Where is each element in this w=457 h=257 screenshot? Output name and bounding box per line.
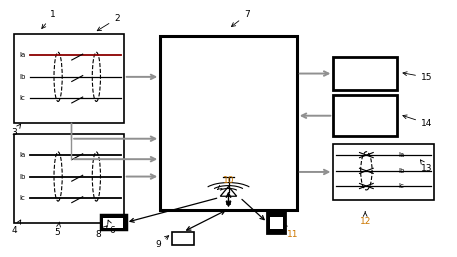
Bar — [14, 34, 124, 123]
Bar — [160, 36, 297, 210]
Text: 10: 10 — [218, 176, 234, 189]
Text: Ic: Ic — [399, 183, 404, 189]
Text: 3: 3 — [11, 124, 21, 137]
Text: Ic: Ic — [20, 95, 26, 101]
Text: Ic: Ic — [20, 195, 26, 201]
Bar — [171, 232, 194, 245]
Text: Ib: Ib — [20, 173, 26, 180]
Bar — [270, 217, 283, 229]
Text: 14: 14 — [403, 115, 432, 128]
Text: 2: 2 — [97, 14, 120, 31]
Bar — [333, 57, 397, 90]
Text: Ia: Ia — [399, 152, 405, 158]
Text: 15: 15 — [403, 72, 432, 82]
Text: 1: 1 — [42, 10, 56, 29]
Bar — [14, 134, 124, 223]
Bar — [267, 212, 286, 233]
Text: 7: 7 — [231, 10, 250, 26]
Text: Ib: Ib — [20, 74, 26, 80]
Text: 12: 12 — [360, 212, 371, 226]
Text: Ia: Ia — [20, 152, 26, 158]
Text: 8: 8 — [96, 226, 107, 239]
Text: 5: 5 — [55, 222, 60, 236]
Bar — [101, 215, 126, 230]
Bar — [103, 218, 123, 228]
Text: 9: 9 — [155, 236, 169, 249]
Text: 11: 11 — [283, 225, 298, 239]
Bar — [333, 95, 397, 136]
Text: 13: 13 — [420, 160, 432, 173]
Text: Ib: Ib — [399, 168, 405, 174]
Bar — [333, 144, 434, 200]
Text: Ia: Ia — [20, 52, 26, 58]
Text: 4: 4 — [11, 220, 21, 235]
Text: 6: 6 — [108, 220, 115, 235]
